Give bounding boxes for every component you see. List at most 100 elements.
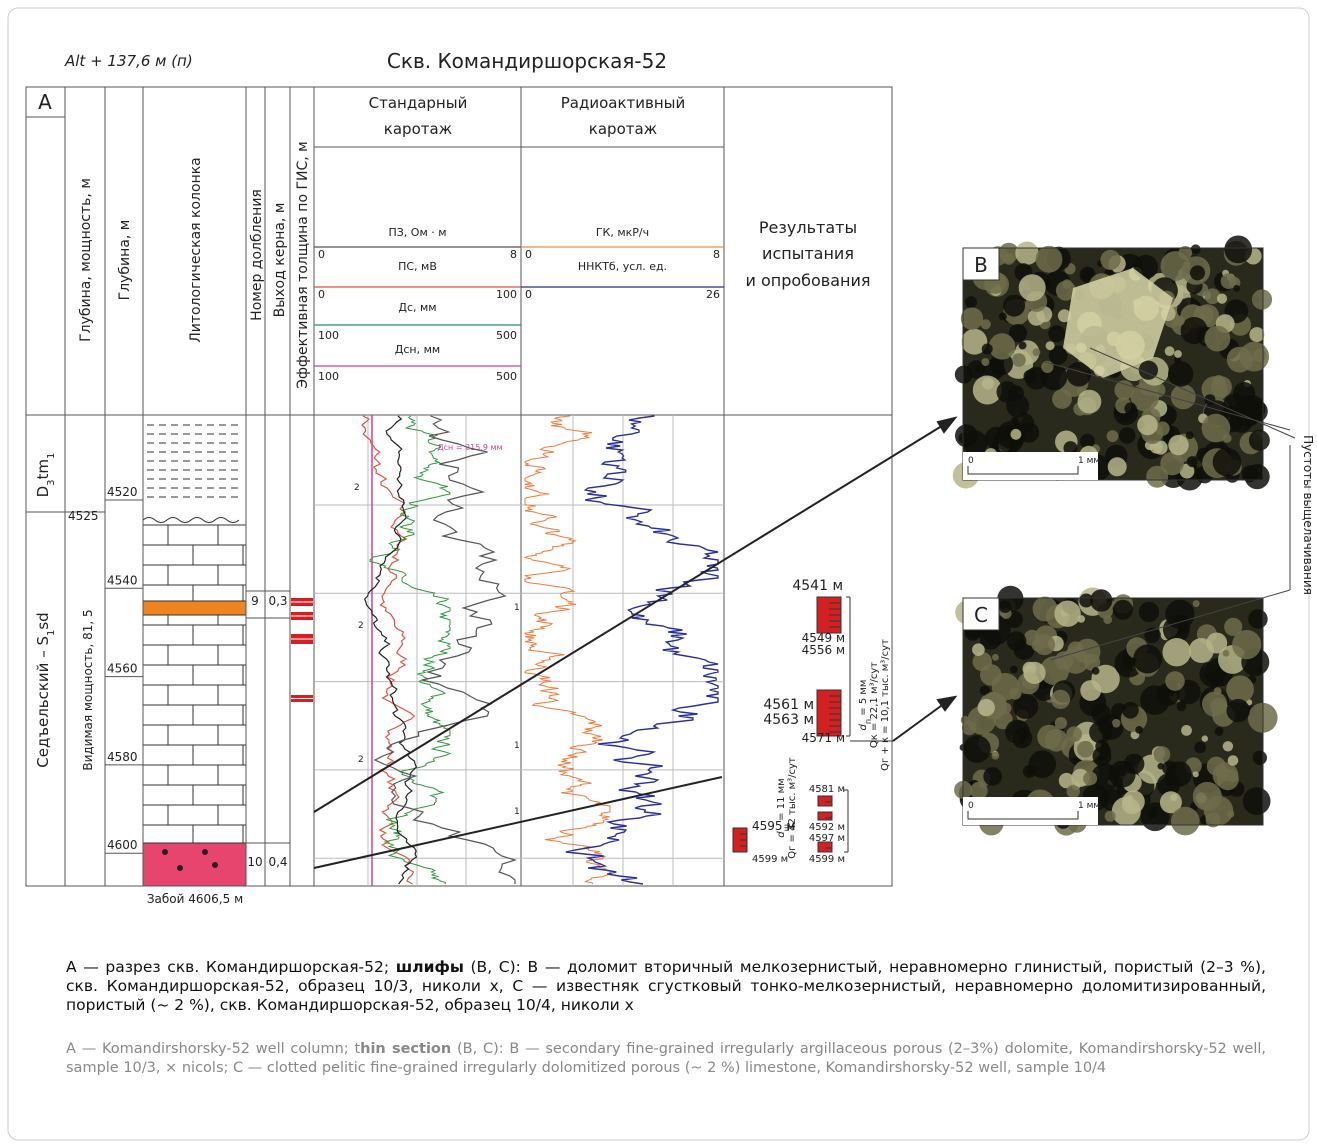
photo-annotation: Пустоты выщелачивания bbox=[1301, 435, 1315, 595]
grain bbox=[1193, 771, 1199, 777]
depth-label: 4520 bbox=[107, 485, 138, 499]
results-header: и опробования bbox=[745, 271, 870, 290]
test-depth: 4563 м bbox=[763, 712, 814, 728]
grain bbox=[1090, 589, 1112, 611]
grain bbox=[1012, 353, 1026, 367]
curve-mark: 1 bbox=[514, 807, 520, 817]
grain bbox=[1100, 250, 1120, 270]
grain bbox=[1186, 431, 1194, 439]
lithology-column bbox=[143, 415, 246, 886]
track-header: каротаж bbox=[589, 120, 657, 138]
grain bbox=[1119, 427, 1136, 444]
grain bbox=[1033, 597, 1058, 622]
curve-mark: 2 bbox=[358, 621, 364, 631]
grain bbox=[1232, 630, 1261, 659]
grain bbox=[1161, 251, 1191, 281]
grain bbox=[970, 782, 988, 800]
results-header: Результаты bbox=[759, 218, 857, 237]
scale-zero: 0 bbox=[968, 801, 974, 811]
nodule bbox=[202, 849, 208, 855]
column-header: Номер долбления bbox=[249, 189, 265, 321]
grain bbox=[1227, 699, 1250, 722]
grain bbox=[965, 296, 977, 308]
grain bbox=[1175, 316, 1185, 326]
grain bbox=[1019, 422, 1040, 443]
grain bbox=[1036, 246, 1063, 273]
visible-thickness: Видимая мощность, 81, 5 bbox=[81, 609, 95, 770]
grain bbox=[1078, 390, 1102, 414]
column-header: Эффективная толщина по ГИС, м bbox=[295, 141, 311, 388]
test-depth: 4592 м bbox=[809, 822, 845, 833]
track-header: Стандарный bbox=[369, 94, 468, 112]
dolomite-pink bbox=[143, 843, 246, 886]
grain bbox=[1009, 688, 1021, 700]
log-curves: 222111 bbox=[314, 415, 724, 886]
caption-en: A — Komandirshorsky-52 well column; thin… bbox=[66, 1040, 1266, 1078]
grain bbox=[1243, 787, 1271, 815]
grain bbox=[961, 716, 970, 725]
grain bbox=[1011, 429, 1022, 440]
track-header: каротаж bbox=[384, 120, 452, 138]
curve-scale-min: 0 bbox=[318, 288, 325, 301]
grain bbox=[1023, 662, 1045, 684]
grain bbox=[1010, 666, 1018, 674]
grain bbox=[992, 654, 999, 661]
curve-mark: 1 bbox=[514, 741, 520, 751]
pointer-lines bbox=[314, 418, 955, 868]
grain bbox=[1092, 667, 1100, 675]
grain bbox=[989, 333, 1015, 359]
grain bbox=[1108, 457, 1127, 476]
grain bbox=[1054, 601, 1080, 627]
grain bbox=[1113, 600, 1133, 620]
grain bbox=[1233, 382, 1255, 404]
grain bbox=[978, 699, 995, 716]
test-depth: 4541 м bbox=[792, 578, 843, 594]
core-recovery: 0,3 bbox=[268, 594, 287, 608]
test-depth: 4556 м bbox=[802, 643, 845, 657]
grain bbox=[1187, 456, 1198, 467]
column-header: Литологическая колонка bbox=[188, 157, 204, 343]
grain bbox=[1233, 285, 1240, 292]
grain bbox=[982, 344, 993, 355]
caption-segment: A — Komandirshorsky-52 well column; t bbox=[66, 1041, 360, 1057]
grain bbox=[1122, 702, 1139, 719]
limestone-orange bbox=[143, 601, 246, 615]
grain bbox=[1191, 244, 1201, 254]
grain bbox=[1007, 631, 1027, 651]
log-trace bbox=[566, 416, 718, 884]
caption-segment: А — разрез скв. Командиршорская-52; bbox=[66, 958, 396, 976]
grain bbox=[1214, 687, 1222, 695]
grain bbox=[1226, 675, 1254, 703]
run-number: 9 bbox=[251, 594, 259, 608]
grain bbox=[1105, 811, 1116, 822]
grain bbox=[1051, 690, 1070, 709]
grain bbox=[1194, 742, 1206, 754]
bottom-hole: Забой 4606,5 м bbox=[147, 892, 243, 906]
curve-name: Дсн, мм bbox=[395, 343, 440, 356]
grain bbox=[1165, 600, 1194, 629]
grain bbox=[1067, 785, 1080, 798]
grain bbox=[1189, 638, 1214, 663]
rest: = 5 мм bbox=[858, 680, 869, 719]
grain bbox=[1006, 394, 1029, 417]
grain bbox=[1205, 326, 1231, 352]
grain bbox=[1252, 289, 1272, 309]
grain bbox=[1003, 295, 1025, 317]
bit-label: Дсн = 215,9 мм bbox=[437, 443, 502, 452]
grain bbox=[1249, 430, 1270, 451]
grain bbox=[980, 664, 1002, 686]
grain bbox=[1204, 394, 1215, 405]
curve-scale-max: 26 bbox=[706, 288, 720, 301]
grain bbox=[1253, 751, 1267, 765]
grain bbox=[1215, 727, 1224, 736]
grain bbox=[961, 307, 983, 329]
grain bbox=[1077, 741, 1094, 758]
panel-label: A bbox=[38, 90, 52, 114]
grain bbox=[1048, 325, 1065, 342]
grain bbox=[1139, 602, 1159, 622]
grain bbox=[1163, 638, 1191, 666]
curve-scale-min: 0 bbox=[525, 288, 532, 301]
grain bbox=[1202, 414, 1231, 443]
test-depth: 4599 м bbox=[752, 854, 788, 865]
grain bbox=[1122, 790, 1145, 813]
